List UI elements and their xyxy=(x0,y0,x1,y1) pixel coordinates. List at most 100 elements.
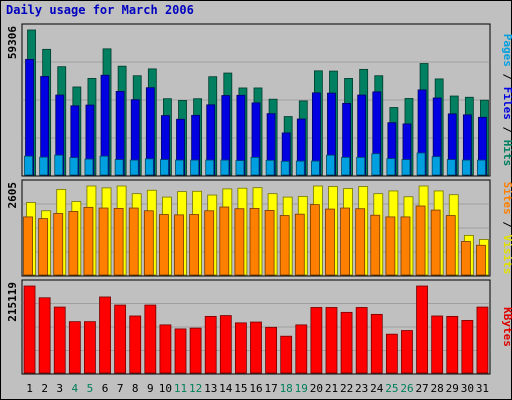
bar-pages-day-26 xyxy=(401,159,411,176)
bar-pages-day-22 xyxy=(341,156,350,176)
x-tick-label: 29 xyxy=(446,382,459,395)
bar-pages-day-8 xyxy=(129,159,139,176)
bar-pages-day-10 xyxy=(160,159,169,176)
bar-sites-day-9 xyxy=(143,210,154,276)
x-tick-label: 20 xyxy=(310,382,323,395)
bar-sites-day-21 xyxy=(325,208,335,276)
bar-pages-day-5 xyxy=(84,158,94,176)
bar-kbytes-day-20 xyxy=(310,307,323,374)
bar-kbytes-day-5 xyxy=(84,321,96,374)
ylabel-hits: Hits xyxy=(501,140,512,167)
bar-pages-day-31 xyxy=(477,159,486,176)
bar-pages-day-12 xyxy=(190,159,200,176)
bar-kbytes-day-4 xyxy=(68,321,81,374)
bar-sites-day-30 xyxy=(460,241,471,276)
bar-pages-day-27 xyxy=(416,152,426,176)
x-tick-label: 14 xyxy=(219,382,233,395)
bar-kbytes-day-9 xyxy=(144,304,157,374)
x-tick-label: 6 xyxy=(102,382,109,395)
x-tick-label: 12 xyxy=(189,382,202,395)
x-tick-label: 5 xyxy=(87,382,94,395)
bar-kbytes-day-31 xyxy=(476,306,489,374)
bar-kbytes-day-7 xyxy=(114,304,127,374)
bar-kbytes-day-29 xyxy=(446,315,459,374)
bar-pages-day-24 xyxy=(371,153,381,176)
bar-sites-day-10 xyxy=(159,214,169,276)
bar-sites-day-27 xyxy=(415,205,426,276)
bar-kbytes-day-27 xyxy=(416,285,428,374)
x-tick-label: 8 xyxy=(132,382,139,395)
bar-pages-day-29 xyxy=(446,159,456,176)
x-tick-label: 25 xyxy=(385,382,398,395)
bar-kbytes-day-15 xyxy=(235,322,247,374)
x-tick-label: 7 xyxy=(117,382,124,395)
bar-sites-day-26 xyxy=(400,216,411,276)
bar-pages-day-3 xyxy=(54,154,64,176)
bar-pages-day-20 xyxy=(310,160,320,176)
bar-sites-day-7 xyxy=(113,207,124,276)
x-tick-label: 17 xyxy=(264,382,277,395)
bar-sites-day-8 xyxy=(128,207,139,276)
bar-sites-day-25 xyxy=(385,216,396,276)
bar-pages-day-17 xyxy=(265,159,275,176)
x-tick-label: 19 xyxy=(295,382,308,395)
x-tick-label: 27 xyxy=(415,382,428,395)
bar-sites-day-11 xyxy=(174,214,184,276)
bar-kbytes-day-10 xyxy=(159,324,172,374)
bar-pages-day-21 xyxy=(326,154,335,176)
bar-sites-day-4 xyxy=(68,211,79,276)
bar-pages-day-16 xyxy=(250,156,260,176)
bar-kbytes-day-6 xyxy=(99,296,111,374)
bar-sites-day-16 xyxy=(249,207,260,276)
bar-sites-day-15 xyxy=(234,208,245,276)
bar-sites-day-31 xyxy=(476,244,486,276)
bar-kbytes-day-25 xyxy=(385,333,398,374)
ymax-label-visits: 2605 xyxy=(6,182,19,209)
bar-sites-day-20 xyxy=(309,204,320,276)
bar-sites-day-23 xyxy=(355,208,366,276)
x-tick-label: 2 xyxy=(41,382,48,395)
bar-kbytes-day-2 xyxy=(38,297,51,374)
x-tick-label: 26 xyxy=(400,382,413,395)
bar-pages-day-2 xyxy=(39,156,49,176)
ylabel-separator: / xyxy=(501,120,512,140)
x-tick-label: 4 xyxy=(72,382,79,395)
bar-sites-day-14 xyxy=(219,206,230,276)
ylabel-visits: Visits xyxy=(501,235,512,275)
bar-pages-day-4 xyxy=(69,157,79,176)
ylabel-pages: Pages xyxy=(501,34,512,67)
x-tick-label: 22 xyxy=(340,382,353,395)
x-tick-label: 23 xyxy=(355,382,368,395)
bar-kbytes-day-3 xyxy=(53,306,66,374)
x-tick-label: 31 xyxy=(476,382,489,395)
bar-sites-day-28 xyxy=(430,209,441,276)
bar-kbytes-day-11 xyxy=(174,328,187,374)
x-tick-label: 15 xyxy=(234,382,247,395)
ylabel-visits: Sites / Visits xyxy=(501,182,512,275)
bar-sites-day-6 xyxy=(98,207,109,276)
bar-sites-day-5 xyxy=(83,206,94,276)
bar-kbytes-day-22 xyxy=(340,311,353,374)
bar-sites-day-19 xyxy=(294,213,305,276)
bar-kbytes-day-23 xyxy=(355,307,368,374)
bar-kbytes-day-1 xyxy=(23,285,36,374)
x-tick-label: 16 xyxy=(249,382,262,395)
bar-sites-day-3 xyxy=(53,213,64,276)
ylabel-sites: Sites xyxy=(501,182,512,215)
bar-pages-day-11 xyxy=(175,159,184,176)
bar-kbytes-day-13 xyxy=(204,315,217,374)
bar-pages-day-1 xyxy=(24,155,33,176)
bar-kbytes-day-24 xyxy=(370,313,383,374)
bar-sites-day-22 xyxy=(340,207,350,276)
x-tick-label: 10 xyxy=(159,382,172,395)
bar-kbytes-day-21 xyxy=(325,307,338,374)
bar-pages-day-14 xyxy=(220,159,230,176)
x-tick-label: 28 xyxy=(431,382,444,395)
bar-sites-day-17 xyxy=(264,210,275,276)
ylabel-separator: / xyxy=(501,215,512,235)
bar-pages-day-23 xyxy=(356,156,366,176)
x-tick-label: 30 xyxy=(461,382,474,395)
bar-sites-day-2 xyxy=(38,218,49,276)
bar-kbytes-day-18 xyxy=(280,335,293,374)
